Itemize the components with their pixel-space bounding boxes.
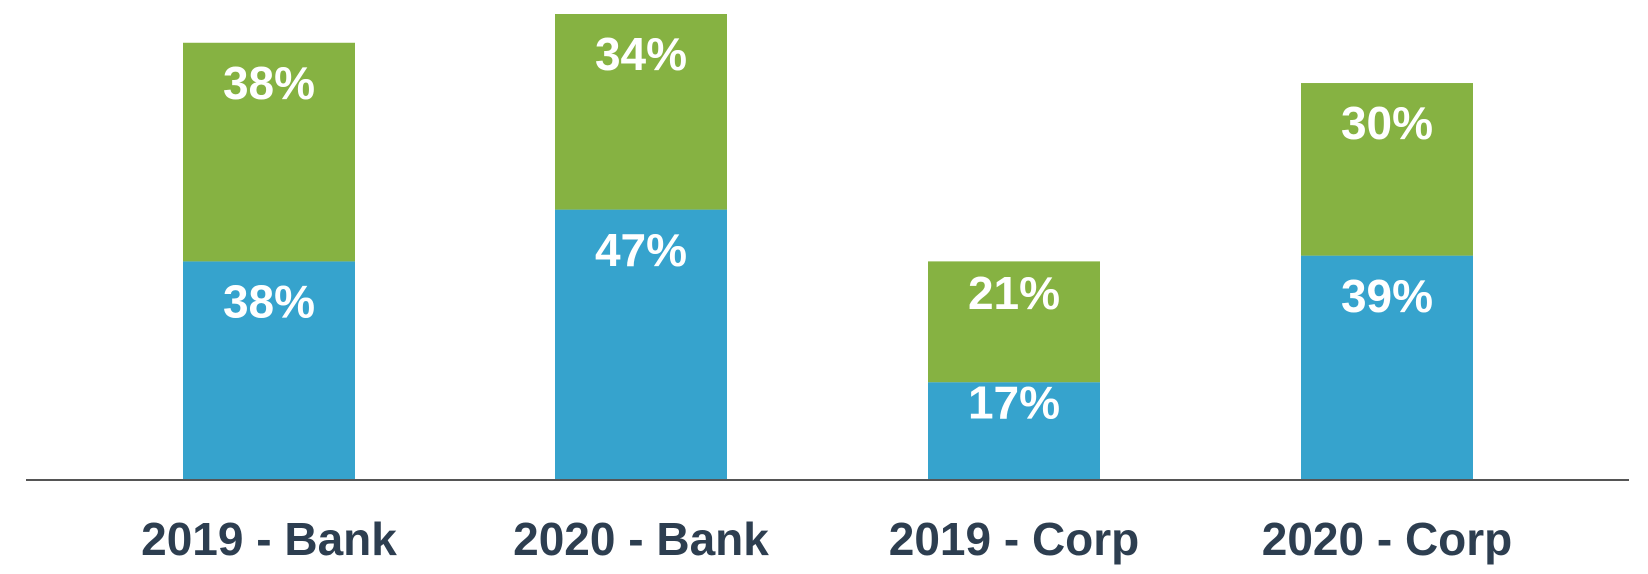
value-label: 39% [1341,270,1433,322]
bar-segment [555,209,727,481]
category-label: 2020 - Bank [513,513,769,565]
bar-segment [928,261,1100,383]
category-label: 2019 - Bank [141,513,397,565]
bar-segment [1301,255,1473,480]
value-label: 30% [1341,97,1433,149]
bar-segment [1301,83,1473,256]
value-label: 38% [223,276,315,328]
value-label: 21% [968,267,1060,319]
bar-segment [183,261,355,480]
bar-segment [183,42,355,262]
category-label: 2019 - Corp [889,513,1140,565]
value-label: 38% [223,57,315,109]
value-label: 47% [595,224,687,276]
value-label: 34% [595,28,687,80]
bar-segment [928,382,1100,480]
category-label: 2020 - Corp [1262,513,1513,565]
bar-segment [555,14,727,210]
value-label: 17% [968,376,1060,428]
